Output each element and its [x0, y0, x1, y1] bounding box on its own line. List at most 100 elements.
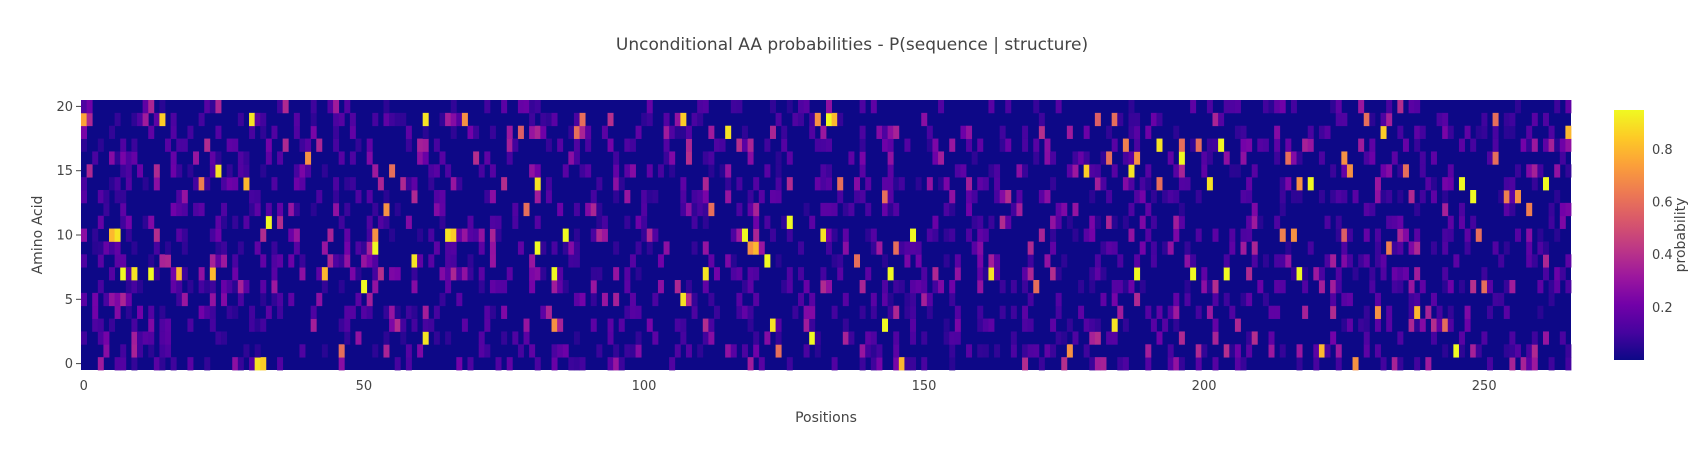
heatmap-cell: [1363, 254, 1370, 268]
heatmap-cell: [120, 344, 127, 358]
heatmap-cell: [747, 241, 754, 255]
heatmap-cell: [109, 267, 116, 281]
heatmap-cell: [943, 228, 950, 242]
heatmap-cell: [820, 125, 827, 139]
heatmap-cell: [1408, 292, 1415, 307]
heatmap-cell: [1094, 318, 1101, 332]
heatmap-cell: [439, 151, 446, 165]
heatmap-cell: [1363, 305, 1370, 319]
heatmap-cell: [355, 190, 362, 204]
heatmap-cell: [1414, 357, 1421, 371]
heatmap-cell: [249, 112, 256, 127]
heatmap-cell: [484, 100, 491, 114]
heatmap-cell: [372, 254, 379, 268]
heatmap-cell: [607, 112, 614, 127]
heatmap-cell: [193, 151, 200, 165]
heatmap-cell: [1145, 228, 1152, 242]
heatmap-cell: [1061, 331, 1068, 345]
heatmap-cell: [954, 164, 961, 178]
heatmap-cell: [613, 344, 620, 358]
heatmap-cell: [1240, 241, 1247, 255]
heatmap-cell: [1464, 228, 1471, 242]
heatmap-cell: [988, 164, 995, 178]
heatmap-cell: [943, 177, 950, 191]
heatmap-cell: [893, 331, 900, 345]
heatmap-cell: [977, 177, 984, 191]
heatmap-cell: [1117, 357, 1124, 371]
heatmap-cell: [1167, 357, 1174, 371]
heatmap-cell: [646, 318, 653, 332]
x-axis-ticks: 0 50 100 150 200 250: [80, 379, 1497, 394]
heatmap-cell: [215, 331, 222, 345]
heatmap-cell: [389, 112, 396, 127]
heatmap-cell: [1005, 190, 1012, 204]
heatmap-cell: [349, 305, 356, 319]
heatmap-cell: [1503, 202, 1510, 217]
heatmap-cell: [445, 280, 452, 294]
heatmap-cell: [747, 357, 754, 371]
heatmap-cell: [691, 215, 698, 229]
heatmap-cell: [1061, 357, 1068, 371]
heatmap-cell: [1430, 151, 1437, 165]
heatmap-cell: [461, 112, 468, 127]
heatmap-cell: [1335, 357, 1342, 371]
heatmap-cell: [1486, 280, 1493, 294]
heatmap-cell: [523, 331, 530, 345]
heatmap-cell: [1055, 267, 1062, 281]
heatmap-cell: [551, 344, 558, 358]
heatmap-cell: [753, 292, 760, 307]
heatmap-cell: [1335, 190, 1342, 204]
heatmap-cell: [81, 331, 87, 345]
heatmap-cell: [86, 164, 93, 178]
heatmap-cell: [1055, 305, 1062, 319]
heatmap-cell: [1442, 318, 1449, 332]
heatmap-cell: [1128, 112, 1135, 127]
heatmap-cell: [1447, 177, 1454, 191]
heatmap-cell: [949, 331, 956, 345]
heatmap-cell: [529, 100, 536, 114]
heatmap-cell: [579, 164, 586, 178]
heatmap-cell: [1492, 292, 1499, 307]
heatmap-cell: [120, 164, 127, 178]
heatmap-cell: [1475, 344, 1482, 358]
heatmap-cell: [1005, 138, 1012, 152]
heatmap-cell: [960, 164, 967, 178]
heatmap-cell: [125, 267, 132, 281]
heatmap-cell: [383, 305, 390, 319]
heatmap-cell: [568, 241, 575, 255]
heatmap-cell: [769, 125, 776, 139]
heatmap-cell: [1341, 318, 1348, 332]
heatmap-cell: [417, 254, 424, 268]
heatmap-cell: [1324, 215, 1331, 229]
heatmap-cell: [120, 292, 127, 307]
heatmap-cell: [1380, 125, 1387, 139]
heatmap-cell: [876, 125, 883, 139]
heatmap-cell: [1156, 305, 1163, 319]
heatmap-cell: [1296, 267, 1303, 281]
heatmap-cell: [165, 318, 172, 332]
heatmap-cell: [338, 215, 345, 229]
heatmap-cell: [1414, 318, 1421, 332]
heatmap-cell: [148, 331, 155, 345]
heatmap-cell: [198, 202, 205, 217]
heatmap-cell: [775, 318, 782, 332]
heatmap-cell: [243, 215, 250, 229]
heatmap-cell: [1503, 241, 1510, 255]
heatmap-cell: [697, 202, 704, 217]
heatmap-cell: [1509, 177, 1516, 191]
y-axis-title: Amino Acid: [30, 196, 46, 275]
heatmap-cell: [1481, 331, 1488, 345]
heatmap-cell: [629, 254, 636, 268]
heatmap-cell: [685, 138, 692, 152]
heatmap-cell: [893, 177, 900, 191]
heatmap-cell: [1559, 215, 1566, 229]
heatmap-cell: [540, 125, 547, 139]
heatmap-cell: [685, 151, 692, 165]
heatmap-cell: [338, 254, 345, 268]
heatmap-cell: [590, 280, 597, 294]
heatmap-cell: [165, 344, 172, 358]
heatmap-cell: [960, 125, 967, 139]
heatmap-cell: [657, 280, 664, 294]
heatmap-cell: [579, 357, 586, 371]
heatmap-cell: [137, 344, 144, 358]
